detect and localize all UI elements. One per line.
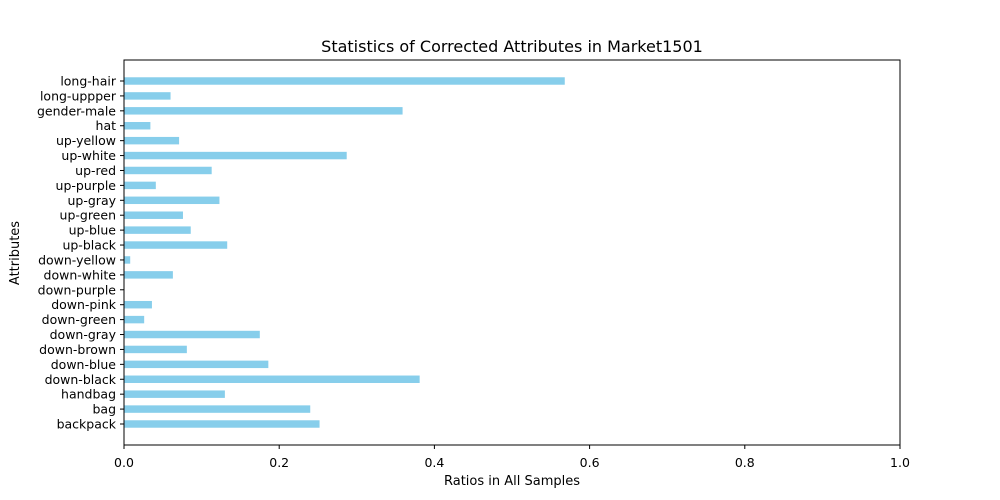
bar-up-white bbox=[124, 151, 347, 160]
bar-long-hair bbox=[124, 77, 565, 85]
y-tick-label: up-blue bbox=[69, 223, 117, 238]
y-tick-label: up-black bbox=[62, 238, 116, 253]
x-tick-label: 0.6 bbox=[580, 455, 600, 470]
bar-up-black bbox=[124, 241, 228, 249]
bar-up-green bbox=[124, 211, 183, 219]
y-tick-label: down-pink bbox=[51, 297, 117, 312]
bar-down-green bbox=[124, 315, 145, 324]
y-tick-label: down-brown bbox=[39, 342, 116, 357]
y-tick-label: down-black bbox=[45, 372, 117, 387]
bar-down-brown bbox=[124, 345, 187, 354]
bar-handbag bbox=[124, 390, 225, 398]
bar-up-blue bbox=[124, 226, 191, 234]
bar-down-blue bbox=[124, 360, 269, 369]
y-axis-label: Attributes bbox=[8, 221, 23, 285]
bar-up-yellow bbox=[124, 136, 180, 145]
y-tick-label: down-white bbox=[44, 267, 117, 282]
bar-up-gray bbox=[124, 196, 220, 205]
bar-down-yellow bbox=[124, 256, 131, 264]
y-tick-label: long-hair bbox=[60, 74, 117, 89]
y-tick-label: handbag bbox=[61, 387, 116, 402]
bar-gender-male bbox=[124, 107, 403, 115]
y-tick-label: down-purple bbox=[38, 282, 117, 297]
x-axis: 0.0 0.2 0.4 0.6 0.8 1.0 bbox=[114, 445, 910, 470]
x-tick-label: 0.2 bbox=[269, 455, 289, 470]
bar-down-white bbox=[124, 271, 173, 279]
bar-down-pink bbox=[124, 300, 152, 309]
bar-down-gray bbox=[124, 330, 260, 339]
bars-group bbox=[124, 77, 565, 428]
x-tick-label: 0.0 bbox=[114, 455, 134, 470]
bar-bag bbox=[124, 405, 311, 413]
y-axis: backpackbaghandbagdown-blackdown-bluedow… bbox=[37, 74, 124, 432]
y-tick-label: up-white bbox=[61, 148, 116, 163]
x-axis-label: Ratios in All Samples bbox=[444, 474, 580, 489]
y-tick-label: hat bbox=[96, 118, 117, 133]
y-tick-label: bag bbox=[92, 402, 116, 417]
y-tick-label: down-blue bbox=[51, 357, 117, 372]
y-tick-label: down-yellow bbox=[38, 252, 116, 267]
y-tick-label: down-gray bbox=[50, 327, 117, 342]
x-tick-label: 1.0 bbox=[890, 455, 910, 470]
y-tick-label: up-gray bbox=[68, 193, 117, 208]
y-tick-label: up-red bbox=[75, 163, 116, 178]
bar-up-red bbox=[124, 166, 212, 175]
chart-title: Statistics of Corrected Attributes in Ma… bbox=[321, 37, 703, 56]
bar-long-uppper bbox=[124, 92, 171, 100]
y-tick-label: long-uppper bbox=[40, 88, 117, 103]
bar-backpack bbox=[124, 420, 320, 428]
y-tick-label: backpack bbox=[57, 417, 117, 432]
y-tick-label: up-purple bbox=[56, 178, 117, 193]
bar-down-black bbox=[124, 375, 420, 383]
plot-frame bbox=[123, 59, 901, 446]
bar-hat bbox=[124, 122, 151, 130]
y-tick-label: up-green bbox=[60, 208, 116, 223]
y-tick-label: up-yellow bbox=[56, 133, 116, 148]
x-tick-label: 0.4 bbox=[424, 455, 444, 470]
x-tick-label: 0.8 bbox=[735, 455, 755, 470]
bar-up-purple bbox=[124, 181, 156, 190]
y-tick-label: down-green bbox=[42, 312, 116, 327]
y-tick-label: gender-male bbox=[37, 103, 116, 118]
